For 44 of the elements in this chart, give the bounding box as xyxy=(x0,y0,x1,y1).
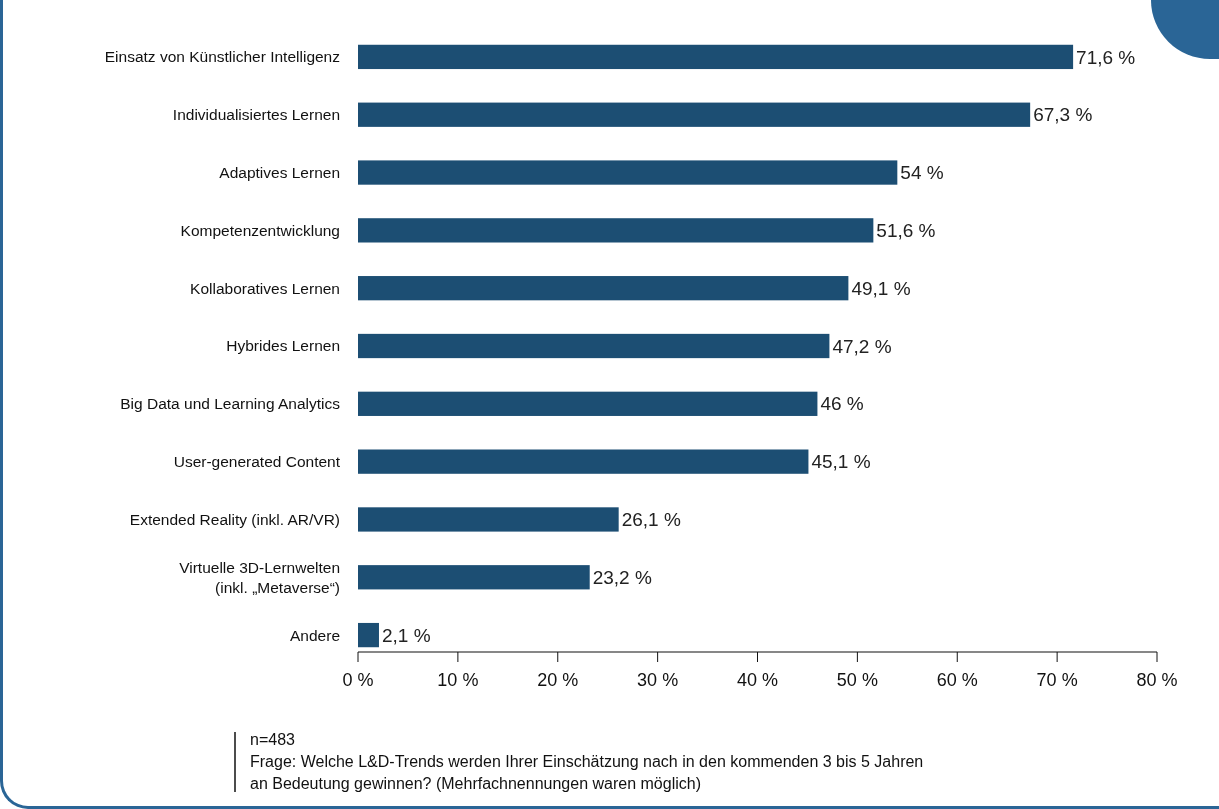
y-tick-label: Kollaboratives Lernen xyxy=(190,279,340,297)
bar xyxy=(358,276,849,301)
bar xyxy=(358,160,898,185)
data-label: 26,1 % xyxy=(621,509,681,531)
y-tick-label: Hybrides Lernen xyxy=(226,337,340,355)
bar xyxy=(358,449,809,474)
data-label: 2,1 % xyxy=(381,624,431,646)
x-tick-label: 70 % xyxy=(1036,670,1078,690)
data-label: 67,3 % xyxy=(1033,104,1093,126)
x-tick-label: 10 % xyxy=(437,670,479,690)
y-tick-label: Andere xyxy=(290,626,340,644)
x-tick-label: 50 % xyxy=(836,670,878,690)
x-tick-label: 40 % xyxy=(736,670,779,690)
x-tick-label: 20 % xyxy=(537,670,579,690)
bar xyxy=(358,333,830,359)
data-label: 23,2 % xyxy=(592,566,652,588)
x-tick-label: 60 % xyxy=(936,670,978,690)
x-tick-label: 30 % xyxy=(637,670,679,690)
y-tick-label: Virtuelle 3D-Lernwelten (inkl. „Metaverse“) xyxy=(179,558,340,596)
bar xyxy=(358,622,379,648)
bar xyxy=(358,507,619,532)
y-tick-label: Individualisiertes Lernen xyxy=(172,106,340,124)
text: n=483 xyxy=(250,731,296,748)
data-label: 46 % xyxy=(820,393,864,415)
y-tick-label: Einsatz von Künstlicher Intelligenz xyxy=(104,48,340,66)
data-label: 49,1 % xyxy=(851,277,911,299)
bar xyxy=(358,391,818,416)
data-label: 51,6 % xyxy=(876,220,936,242)
y-tick-label: Big Data und Learning Analytics xyxy=(120,395,341,413)
x-tick-label: 80 % xyxy=(1136,670,1178,690)
bar xyxy=(358,218,874,243)
bar xyxy=(358,565,590,590)
y-tick-label: Adaptives Lernen xyxy=(219,163,340,181)
y-tick-label: User-generated Content xyxy=(173,453,341,471)
data-label: 45,1 % xyxy=(811,451,871,473)
data-label: 54 % xyxy=(900,162,944,184)
bar xyxy=(358,102,1031,127)
bar xyxy=(358,44,1074,70)
x-tick-label: 0 % xyxy=(342,670,374,690)
y-tick-label: Extended Reality (inkl. AR/VR) xyxy=(129,510,340,528)
data-label: 71,6 % xyxy=(1076,46,1136,68)
data-label: 47,2 % xyxy=(832,335,892,357)
y-tick-label: Kompetenzentwicklung xyxy=(180,221,340,239)
text: Frage: Welche L&D-Trends werden Ihrer Einschätzung nach in den kommenden 3 bis 5 Jahren an Bedeutung gewinnen? (Mehrfachnennungen waren möglich) xyxy=(250,753,924,792)
